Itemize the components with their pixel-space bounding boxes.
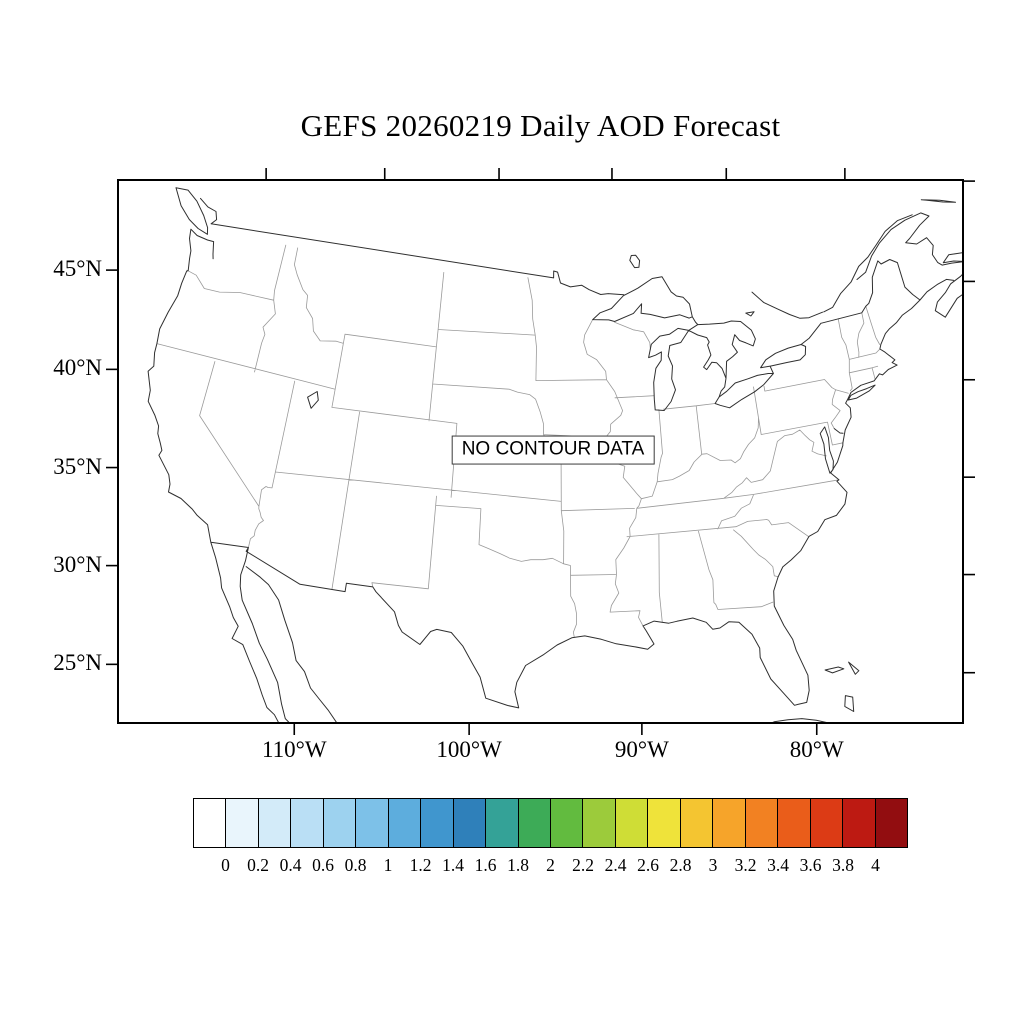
colorbar-tick-label: 3.2 [734,855,757,875]
colorbar-tick-label: 0.2 [247,855,269,875]
great-lakes [307,276,807,411]
colorbar-cell [258,799,292,847]
colorbar-cell [194,799,227,847]
colorbar-cell [453,799,487,847]
colorbar-tick-label: 1.4 [442,855,464,875]
lon-tick-label: 80°W [789,737,844,762]
colorbar-tick-label: 2.6 [637,855,659,875]
colorbar-cell [615,799,649,847]
lat-tick-label: 25°N [53,650,102,676]
colorbar-cell [745,799,779,847]
colorbar-cell [875,799,907,847]
colorbar-tick-label: 0 [221,855,230,875]
colorbar-tick-label: 4 [871,855,880,875]
colorbar-tick-label: 1.2 [409,855,432,875]
lat-tick-label: 30°N [53,551,102,577]
colorbar-cell [421,799,454,847]
colorbar-cell [356,799,389,847]
lat-tick-label: 45°N [53,256,102,282]
colorbar-cell [648,799,681,847]
colorbar-tick-label: 1 [383,855,393,875]
colorbar-cell [713,799,746,847]
lon-tick-label: 90°W [614,737,669,762]
colorbar-tick-label: 3.4 [767,855,789,875]
colorbar-cell [323,799,357,847]
colorbar-tick-label: 3 [708,855,718,875]
colorbar-tick-label: 1.8 [507,855,529,875]
colorbar-tick-label: 2.4 [604,855,627,875]
colorbar-tick-label: 2.2 [572,855,594,875]
colorbar-tick-label: 2 [546,855,555,875]
colorbar-cell [486,799,519,847]
no-contour-data-label: NO CONTOUR DATA [451,435,655,465]
colorbar-tick-label: 3.8 [832,855,854,875]
axis-ticks [106,168,975,735]
coastlines [147,187,963,723]
colorbar-cell [843,799,876,847]
colorbar-tick-label: 0.6 [312,855,334,875]
colorbar-tick-label: 0.8 [344,855,367,875]
colorbar-cell [810,799,844,847]
lat-tick-label: 40°N [53,355,102,381]
plot-title: GEFS 20260219 Daily AOD Forecast [300,108,781,143]
lon-tick-label: 100°W [436,737,502,762]
colorbar-cell [388,799,422,847]
colorbar-cell [226,799,259,847]
colorbar-cell [778,799,811,847]
colorbar-cell [680,799,714,847]
colorbar-cell [583,799,616,847]
colorbar-tick-label: 1.6 [474,855,497,875]
state-borders [156,244,881,638]
colorbar-cell [550,799,584,847]
colorbar-tick-label: 2.8 [669,855,692,875]
map-frame [117,179,964,724]
colorbar-tick-label: 0.4 [279,855,302,875]
lon-tick-label: 110°W [261,737,327,762]
colorbar-cell [518,799,551,847]
colorbar [193,798,908,848]
colorbar-cell [291,799,324,847]
lat-tick-label: 35°N [53,453,102,479]
colorbar-tick-label: 3.6 [799,855,822,875]
